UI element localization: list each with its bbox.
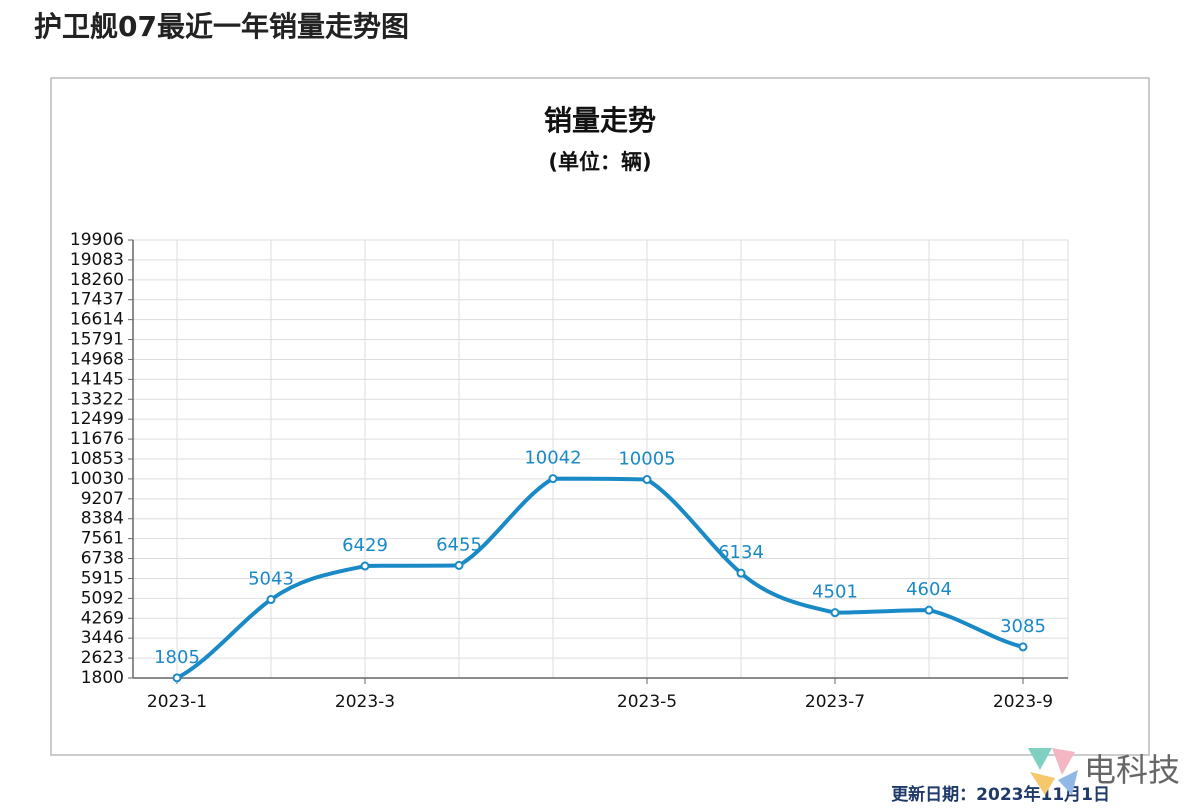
x-tick-label: 2023-5 <box>617 692 677 712</box>
point <box>454 560 464 570</box>
y-tick-label: 16614 <box>70 310 124 330</box>
y-tick-label: 18260 <box>70 270 124 290</box>
point <box>360 561 370 571</box>
y-tick-label: 4269 <box>81 608 124 628</box>
point <box>548 474 558 484</box>
data-label: 6429 <box>342 535 388 556</box>
y-tick-label: 19083 <box>70 250 124 270</box>
y-tick-label: 9207 <box>81 489 124 509</box>
point <box>924 605 934 615</box>
y-tick-label: 10853 <box>70 449 124 469</box>
update-date: 更新日期：2023年11月1日 <box>891 784 1110 805</box>
point <box>266 595 276 605</box>
point <box>642 475 652 485</box>
data-label: 4501 <box>812 582 858 603</box>
y-tick-label: 6738 <box>81 549 124 569</box>
y-tick-label: 10030 <box>70 469 124 489</box>
point <box>1018 642 1028 652</box>
chart-subtitle: (单位：辆) <box>548 150 651 174</box>
x-tick-label: 2023-1 <box>147 692 207 712</box>
brand-name: 电科技 <box>1084 751 1180 789</box>
point <box>736 568 746 578</box>
y-tick-label: 14145 <box>70 369 124 389</box>
point <box>172 673 182 683</box>
y-tick-label: 7561 <box>81 529 124 549</box>
y-tick-label: 8384 <box>81 509 124 529</box>
y-tick-label: 14968 <box>70 349 124 369</box>
y-tick-label: 5915 <box>81 568 124 588</box>
data-label: 6134 <box>718 542 764 563</box>
y-tick-label: 2623 <box>81 648 124 668</box>
y-tick-label: 13322 <box>70 389 124 409</box>
chart-title: 销量走势 <box>544 104 656 137</box>
x-tick-label: 2023-3 <box>335 692 395 712</box>
y-tick-label: 17437 <box>70 290 124 310</box>
data-label: 10042 <box>524 448 581 469</box>
data-label: 4604 <box>906 579 952 600</box>
line <box>176 476 1024 680</box>
page-title: 护卫舰07最近一年销量走势图 <box>34 10 409 43</box>
y-tick-label: 12499 <box>70 409 124 429</box>
data-label: 6455 <box>436 534 482 555</box>
data-label: 3085 <box>1000 616 1046 637</box>
y-tick-label: 1800 <box>81 668 124 688</box>
y-tick-label: 5092 <box>81 588 124 608</box>
data-label: 1805 <box>154 647 200 668</box>
data-label: 5043 <box>248 569 294 590</box>
y-tick-label: 15791 <box>70 330 124 350</box>
y-tick-label: 3446 <box>81 628 124 648</box>
data-label: 10005 <box>618 449 675 470</box>
x-tick-label: 2023-7 <box>805 692 865 712</box>
y-tick-label: 11676 <box>70 429 124 449</box>
point <box>830 608 840 618</box>
brand-logo <box>1028 748 1078 795</box>
y-tick-label: 19906 <box>70 230 124 250</box>
x-tick-label: 2023-9 <box>993 692 1053 712</box>
